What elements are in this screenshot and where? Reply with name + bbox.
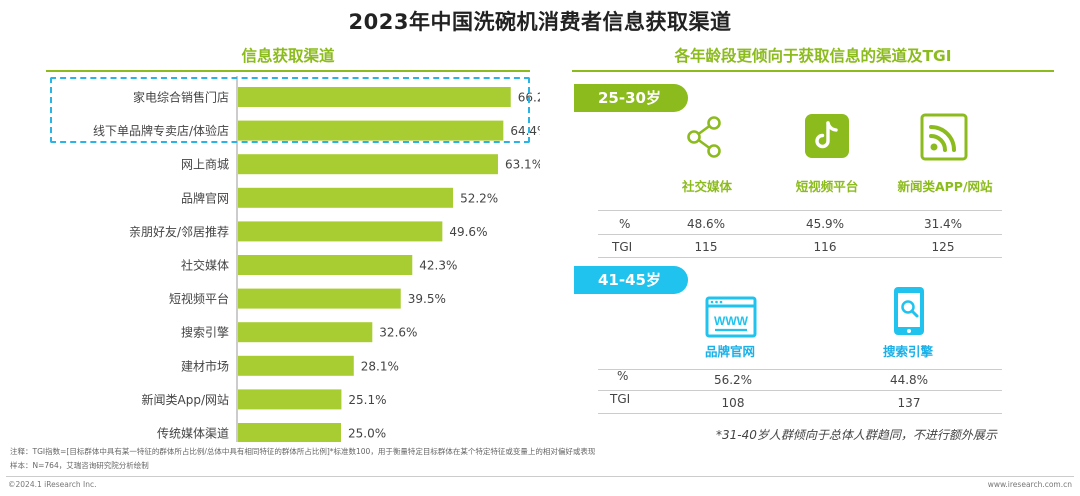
age-group-note: *31-40岁人群倾向于总体人群趋同，不进行额外展示 bbox=[716, 428, 997, 442]
category-label: 传统媒体渠道 bbox=[157, 426, 229, 441]
table-rule bbox=[598, 413, 1002, 414]
share-nodes-icon bbox=[687, 116, 721, 158]
right-header-divider bbox=[572, 70, 1054, 72]
cell-brand-site-pct: 56.2% bbox=[713, 373, 753, 387]
category-label: 网上商城 bbox=[181, 157, 229, 172]
sample-note: 样本：N=764，艾瑞咨询研究院分析绘制 bbox=[10, 461, 149, 470]
channel-label-news-app: 新闻类APP/网站 bbox=[897, 179, 993, 194]
www-browser-icon: WWW bbox=[705, 296, 757, 338]
row-label-tgi: TGI bbox=[610, 392, 631, 406]
search-phone-icon bbox=[894, 287, 924, 335]
cell-short-video-pct: 45.9% bbox=[805, 217, 845, 231]
svg-text:WWW: WWW bbox=[714, 314, 749, 328]
age-badge-41-45: 41-45岁 bbox=[574, 266, 688, 294]
value-label: 49.6% bbox=[449, 225, 487, 239]
highlight-box bbox=[50, 77, 530, 143]
cell-news-app-pct: 31.4% bbox=[923, 217, 963, 231]
value-label: 25.0% bbox=[348, 427, 386, 441]
value-label: 42.3% bbox=[419, 259, 457, 273]
row-label-pct: % bbox=[617, 369, 629, 383]
row-label-pct: % bbox=[619, 217, 631, 231]
category-label: 搜索引擎 bbox=[181, 325, 229, 340]
channel-bar-chart: 家电综合销售门店66.2%线下单品牌专卖店/体验店64.4%网上商城63.1%品… bbox=[93, 76, 540, 442]
category-label: 品牌官网 bbox=[181, 190, 229, 205]
channel-label-brand-site: 品牌官网 bbox=[704, 344, 755, 359]
category-label: 社交媒体 bbox=[181, 258, 229, 273]
category-label: 家电综合销售门店 bbox=[133, 90, 229, 105]
table-rule bbox=[598, 390, 1002, 391]
value-label: 32.6% bbox=[379, 326, 417, 340]
bar bbox=[238, 423, 341, 442]
bar bbox=[238, 221, 443, 242]
left-section-header: 信息获取渠道 bbox=[241, 47, 335, 65]
value-label: 28.1% bbox=[361, 359, 399, 373]
rss-icon bbox=[920, 113, 968, 161]
bar bbox=[238, 255, 413, 275]
category-label: 新闻类App/网站 bbox=[142, 392, 230, 407]
age-badge-25-30: 25-30岁 bbox=[574, 84, 688, 112]
footnote: 注释：TGI指数=[目标群体中具有某一特征的群体所占比例/总体中具有相同特征的群… bbox=[10, 447, 596, 456]
cell-brand-site-tgi: 108 bbox=[721, 396, 745, 410]
tiktok-icon bbox=[805, 114, 849, 158]
site-url: www.iresearch.com.cn bbox=[987, 480, 1072, 489]
channel-label-short-video: 短视频平台 bbox=[795, 179, 859, 194]
bar bbox=[238, 154, 498, 175]
table-rule bbox=[598, 234, 1002, 235]
bar bbox=[238, 355, 354, 376]
value-label: 39.5% bbox=[408, 292, 446, 306]
bar bbox=[238, 389, 342, 410]
cell-search-engine-pct: 44.8% bbox=[889, 373, 929, 387]
category-label: 亲朋好友/邻居推荐 bbox=[129, 225, 229, 239]
category-label: 线下单品牌专卖店/体验店 bbox=[93, 123, 229, 138]
table-rule bbox=[598, 210, 1002, 211]
right-section-header: 各年龄段更倾向于获取信息的渠道及TGI bbox=[674, 47, 952, 65]
footer-divider bbox=[6, 476, 1074, 477]
page-title: 2023年中国洗碗机消费者信息获取渠道 bbox=[348, 10, 732, 34]
bar bbox=[238, 322, 373, 343]
category-label: 建材市场 bbox=[181, 358, 229, 373]
bar bbox=[238, 87, 511, 107]
cell-social-pct: 48.6% bbox=[686, 217, 726, 231]
table-rule bbox=[598, 257, 1002, 258]
cell-search-engine-tgi: 137 bbox=[897, 396, 921, 410]
cell-news-app-tgi: 125 bbox=[931, 240, 955, 254]
bar bbox=[238, 288, 401, 309]
table-rule bbox=[598, 369, 1002, 370]
left-header-divider bbox=[46, 70, 530, 72]
channel-label-search-engine: 搜索引擎 bbox=[882, 344, 933, 359]
cell-short-video-tgi: 116 bbox=[813, 240, 837, 254]
value-label: 52.2% bbox=[460, 191, 498, 205]
row-label-tgi: TGI bbox=[612, 240, 633, 254]
value-label: 64.4% bbox=[510, 124, 540, 138]
value-label: 25.1% bbox=[348, 393, 386, 407]
category-label: 短视频平台 bbox=[169, 291, 229, 306]
value-label: 63.1% bbox=[505, 158, 540, 172]
copyright: ©2024.1 iResearch Inc. bbox=[8, 480, 97, 489]
bar bbox=[238, 187, 454, 208]
channel-label-social: 社交媒体 bbox=[681, 179, 732, 194]
bar bbox=[238, 120, 504, 141]
cell-social-tgi: 115 bbox=[694, 240, 718, 254]
